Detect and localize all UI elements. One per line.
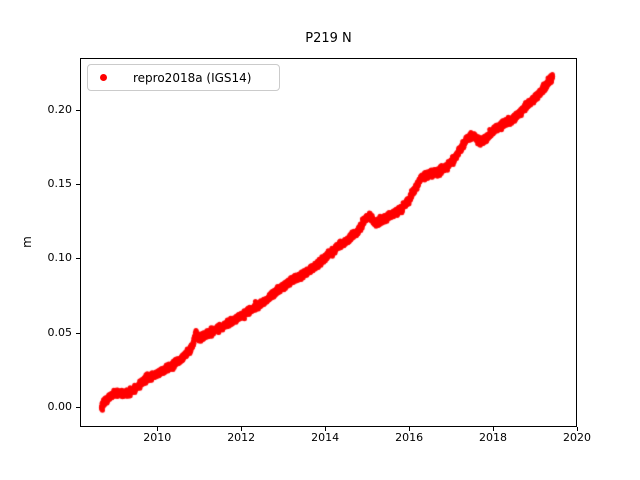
y-axis-label: m [20,236,34,248]
x-tick-label: 2012 [227,431,256,444]
y-tick-label: 0.05 [47,325,73,339]
x-tick-label: 2018 [479,431,508,444]
legend-dot-icon [100,74,107,81]
y-tick-mark [76,258,80,260]
x-tick-mark [325,427,327,431]
x-tick-mark [493,427,495,431]
y-tick-label: 0.15 [47,177,73,191]
plot-title: P219 N [305,31,352,46]
x-tick-label: 2020 [563,431,591,444]
x-tick-mark [241,427,243,431]
x-tick-mark [409,427,411,431]
legend: repro2018a (IGS14) [87,64,280,91]
y-tick-mark [76,109,80,111]
x-tick-label: 2016 [395,431,424,444]
y-tick-label: 0.20 [47,102,73,116]
x-tick-mark [157,427,159,431]
y-tick-label: 0.00 [47,399,73,413]
x-tick-label: 2014 [311,431,340,444]
y-tick-mark [76,184,80,186]
y-tick-label: 0.10 [47,251,73,265]
x-tick-label: 2010 [143,431,172,444]
scatter-plot-canvas [80,58,577,427]
y-tick-mark [76,332,80,334]
y-tick-mark [76,406,80,408]
x-tick-mark [577,427,578,431]
legend-label: repro2018a (IGS14) [133,70,252,85]
